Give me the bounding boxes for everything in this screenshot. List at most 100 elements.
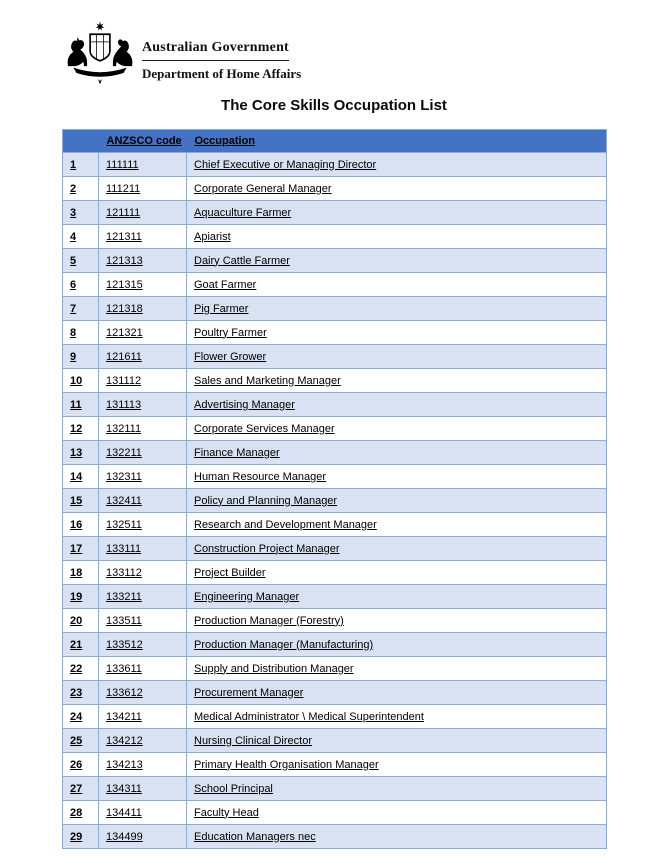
row-number-link[interactable]: 17 (70, 542, 83, 555)
row-number-link[interactable]: 22 (70, 662, 83, 675)
row-number-link[interactable]: 14 (70, 470, 83, 483)
row-number-link[interactable]: 25 (70, 734, 83, 747)
occupation-link[interactable]: Project Builder (194, 566, 266, 579)
anzsco-code-link[interactable]: 134411 (106, 806, 142, 819)
row-number-link[interactable]: 1 (70, 158, 77, 171)
row-number-link[interactable]: 24 (70, 710, 83, 723)
row-number-link[interactable]: 6 (70, 278, 77, 291)
row-number-link[interactable]: 10 (70, 374, 83, 387)
anzsco-code-link[interactable]: 133211 (106, 590, 142, 603)
occupation-link[interactable]: Poultry Farmer (194, 326, 267, 339)
occupation-link[interactable]: Apiarist (194, 230, 231, 243)
occupation-link[interactable]: Flower Grower (194, 350, 267, 363)
row-number-link[interactable]: 8 (70, 326, 77, 339)
row-number-cell: 23 (62, 680, 99, 705)
row-number-link[interactable]: 11 (70, 398, 82, 411)
row-number-link[interactable]: 13 (70, 446, 83, 459)
anzsco-code-link[interactable]: 121313 (106, 254, 143, 267)
occupation-link[interactable]: Production Manager (Manufacturing) (194, 638, 374, 651)
occupation-link[interactable]: Corporate Services Manager (194, 422, 335, 435)
anzsco-code-cell: 134213 (98, 752, 187, 777)
row-number-link[interactable]: 26 (70, 758, 83, 771)
anzsco-code-link[interactable]: 134311 (106, 782, 142, 795)
anzsco-code-link[interactable]: 111111 (106, 158, 139, 171)
table-row: 29 134499 Education Managers nec (62, 824, 607, 849)
anzsco-code-link[interactable]: 132411 (106, 494, 142, 507)
anzsco-code-link[interactable]: 133612 (106, 686, 143, 699)
occupation-link[interactable]: Policy and Planning Manager (194, 494, 338, 507)
anzsco-code-link[interactable]: 132211 (106, 446, 142, 459)
occupation-link[interactable]: Advertising Manager (194, 398, 295, 411)
anzsco-code-link[interactable]: 133512 (106, 638, 143, 651)
occupation-link[interactable]: Finance Manager (194, 446, 280, 459)
anzsco-code-link[interactable]: 121111 (106, 206, 141, 219)
anzsco-code-link[interactable]: 121321 (106, 326, 143, 339)
anzsco-code-link[interactable]: 133511 (106, 614, 142, 627)
anzsco-code-cell: 121318 (98, 296, 187, 321)
row-number-cell: 28 (62, 800, 99, 825)
anzsco-code-link[interactable]: 133611 (106, 662, 142, 675)
occupation-link[interactable]: Supply and Distribution Manager (194, 662, 354, 675)
occupation-link[interactable]: Sales and Marketing Manager (194, 374, 341, 387)
row-number-link[interactable]: 4 (70, 230, 77, 243)
anzsco-code-link[interactable]: 134211 (106, 710, 142, 723)
anzsco-code-cell: 121611 (98, 344, 187, 369)
occupation-link[interactable]: Pig Farmer (194, 302, 249, 315)
row-number-link[interactable]: 19 (70, 590, 83, 603)
occupation-link[interactable]: Engineering Manager (194, 590, 300, 603)
occupation-link[interactable]: Procurement Manager (194, 686, 304, 699)
occupation-cell: Nursing Clinical Director (186, 728, 607, 753)
occupation-link[interactable]: Corporate General Manager (194, 182, 332, 195)
anzsco-code-link[interactable]: 121611 (106, 350, 142, 363)
row-number-link[interactable]: 28 (70, 806, 83, 819)
row-number-link[interactable]: 3 (70, 206, 77, 219)
row-number-link[interactable]: 18 (70, 566, 83, 579)
anzsco-code-cell: 132411 (98, 488, 187, 513)
occupation-link[interactable]: Faculty Head (194, 806, 259, 819)
anzsco-code-link[interactable]: 132511 (106, 518, 142, 531)
occupation-link[interactable]: Education Managers nec (194, 830, 316, 843)
anzsco-code-link[interactable]: 133112 (106, 566, 142, 579)
occupation-link[interactable]: Medical Administrator \ Medical Superint… (194, 710, 424, 723)
table-row: 6 121315 Goat Farmer (62, 272, 607, 297)
occupation-link[interactable]: Human Resource Manager (194, 470, 327, 483)
row-number-link[interactable]: 23 (70, 686, 83, 699)
anzsco-code-link[interactable]: 121311 (106, 230, 142, 243)
occupation-link[interactable]: Aquaculture Farmer (194, 206, 292, 219)
anzsco-code-link[interactable]: 132311 (106, 470, 142, 483)
anzsco-code-link[interactable]: 121318 (106, 302, 143, 315)
occupation-link[interactable]: Goat Farmer (194, 278, 257, 291)
anzsco-code-link[interactable]: 111211 (106, 182, 141, 195)
anzsco-code-link[interactable]: 133111 (106, 542, 142, 555)
row-number-link[interactable]: 15 (70, 494, 83, 507)
anzsco-code-header-link[interactable]: ANZSCO code (106, 135, 182, 147)
occupation-link[interactable]: Research and Development Manager (194, 518, 377, 531)
row-number-link[interactable]: 9 (70, 350, 77, 363)
anzsco-code-link[interactable]: 131113 (106, 398, 142, 411)
occupation-link[interactable]: Construction Project Manager (194, 542, 340, 555)
occupation-link[interactable]: Chief Executive or Managing Director (194, 158, 377, 171)
occupation-link[interactable]: Nursing Clinical Director (194, 734, 312, 747)
anzsco-code-link[interactable]: 131112 (106, 374, 142, 387)
anzsco-code-link[interactable]: 134212 (106, 734, 143, 747)
occupation-link[interactable]: Dairy Cattle Farmer (194, 254, 290, 267)
row-number-link[interactable]: 2 (70, 182, 77, 195)
occupation-link[interactable]: Primary Health Organisation Manager (194, 758, 379, 771)
anzsco-code-link[interactable]: 134499 (106, 830, 143, 843)
row-number-link[interactable]: 12 (70, 422, 83, 435)
anzsco-code-link[interactable]: 121315 (106, 278, 143, 291)
occupation-link[interactable]: Production Manager (Forestry) (194, 614, 344, 627)
row-number-link[interactable]: 21 (70, 638, 83, 651)
occupation-link[interactable]: School Principal (194, 782, 273, 795)
row-number-link[interactable]: 29 (70, 830, 83, 843)
row-number-link[interactable]: 27 (70, 782, 83, 795)
row-number-link[interactable]: 7 (70, 302, 77, 315)
row-number-link[interactable]: 5 (70, 254, 77, 267)
anzsco-code-cell: 121315 (98, 272, 187, 297)
anzsco-code-link[interactable]: 134213 (106, 758, 143, 771)
row-number-link[interactable]: 20 (70, 614, 83, 627)
anzsco-code-link[interactable]: 132111 (106, 422, 142, 435)
occupation-header-link[interactable]: Occupation (194, 135, 256, 147)
row-number-cell: 3 (62, 200, 99, 225)
row-number-link[interactable]: 16 (70, 518, 83, 531)
